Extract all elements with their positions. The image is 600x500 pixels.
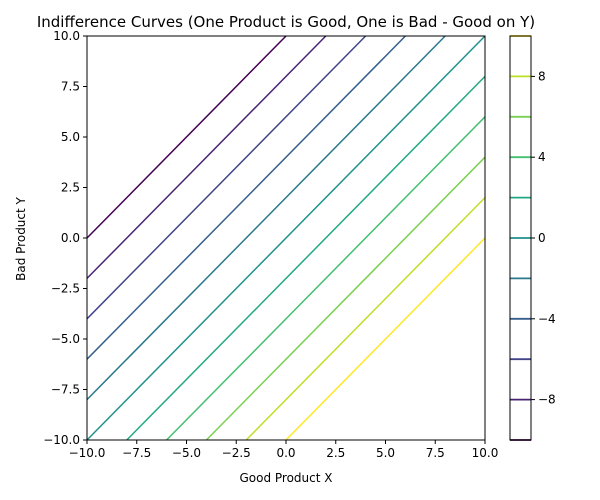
colorbar-tick-label: 0 [538, 231, 546, 245]
x-axis: −10.0 −7.5 −5.0 −2.5 0.0 2.5 5.0 7.5 10.0 [69, 440, 499, 460]
x-axis-label: Good Product X [239, 471, 332, 485]
indifference-curve-9 [245, 197, 486, 441]
y-axis: −10.0 −7.5 −5.0 −2.5 0.0 2.5 5.0 7.5 10.0 [43, 29, 87, 447]
y-tick-label: 5.0 [61, 130, 80, 144]
indifference-curve-6 [126, 75, 486, 441]
x-tick-label: 0.0 [276, 446, 295, 460]
x-tick-label: −7.5 [122, 446, 151, 460]
indifference-curve-7 [166, 116, 486, 441]
x-tick-label: 5.0 [376, 446, 395, 460]
x-tick-label: −2.5 [222, 446, 251, 460]
y-tick-label: −2.5 [51, 282, 80, 296]
colorbar: −8 −4 0 4 8 [509, 35, 556, 441]
curves-layer [86, 35, 486, 441]
y-tick-label: −10.0 [43, 433, 80, 447]
x-tick-label: −10.0 [69, 446, 106, 460]
colorbar-tick-label: 8 [538, 69, 546, 83]
indifference-curve-1 [86, 35, 327, 279]
indifference-curve-5 [86, 35, 486, 441]
x-tick-label: 10.0 [472, 446, 499, 460]
y-tick-label: 7.5 [61, 80, 80, 94]
y-tick-label: 10.0 [53, 29, 80, 43]
indifference-curve-3 [86, 35, 406, 360]
colorbar-tick-label: −8 [538, 393, 556, 407]
y-axis-label: Bad Product Y [14, 196, 28, 280]
indifference-curve-4 [86, 35, 446, 401]
y-tick-label: −5.0 [51, 332, 80, 346]
x-tick-label: 2.5 [326, 446, 345, 460]
indifference-curve-8 [205, 156, 486, 441]
colorbar-tick-label: −4 [538, 312, 556, 326]
y-tick-label: 0.0 [61, 231, 80, 245]
x-tick-label: −5.0 [172, 446, 201, 460]
y-tick-label: 2.5 [61, 181, 80, 195]
indifference-curve-0 [86, 35, 287, 239]
indifference-curve-10 [285, 237, 486, 441]
x-tick-label: 7.5 [426, 446, 445, 460]
chart-title: Indifference Curves (One Product is Good… [37, 13, 535, 31]
colorbar-tick-label: 4 [538, 150, 546, 164]
indifference-curve-2 [86, 35, 367, 320]
y-tick-label: −7.5 [51, 383, 80, 397]
